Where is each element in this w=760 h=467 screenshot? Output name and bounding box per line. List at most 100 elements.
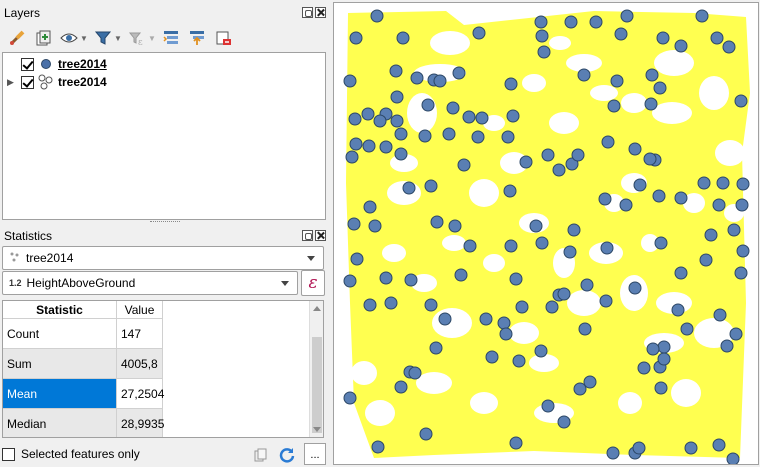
layer-row[interactable]: ▶ tree2014 — [3, 73, 107, 91]
float-panel-button[interactable] — [302, 7, 313, 18]
no-data-gap — [509, 322, 539, 344]
collapse-all-icon[interactable] — [186, 27, 208, 49]
tree-point — [361, 107, 375, 121]
tree-point — [656, 31, 670, 45]
chevron-down-icon[interactable]: ▼ — [80, 33, 88, 43]
no-data-gap — [416, 372, 452, 394]
layer-name[interactable]: tree2014 — [58, 57, 107, 71]
remove-layer-icon[interactable] — [212, 27, 234, 49]
tree-point — [362, 139, 376, 153]
value-cell: 4005,8 — [117, 349, 163, 379]
tree-point — [720, 339, 734, 353]
tree-point — [614, 27, 628, 41]
no-data-gap — [469, 179, 499, 207]
tree-point — [674, 191, 688, 205]
point-cluster-icon — [38, 74, 54, 90]
tree-point — [573, 382, 587, 396]
tree-point — [606, 446, 620, 460]
table-header: Statistic Value — [3, 301, 163, 319]
tree-point — [646, 342, 660, 356]
no-data-gap — [382, 244, 406, 262]
close-panel-button[interactable] — [315, 230, 326, 241]
no-data-gap — [432, 308, 472, 338]
vertical-scrollbar[interactable] — [309, 301, 323, 437]
filter-funnel-icon[interactable] — [92, 27, 114, 49]
eye-visibility-icon[interactable] — [58, 27, 80, 49]
more-options-button[interactable]: ... — [304, 443, 326, 465]
tree-point — [727, 223, 741, 237]
map-canvas[interactable] — [333, 2, 759, 465]
layer-visibility-checkbox[interactable] — [21, 75, 34, 89]
tree-point — [712, 198, 726, 212]
tree-point — [680, 322, 694, 336]
tree-point — [419, 427, 433, 441]
selected-features-label[interactable]: Selected features only — [21, 447, 140, 461]
table-row[interactable]: Median 28,9935 — [3, 409, 164, 437]
chevron-down-icon[interactable] — [281, 281, 289, 286]
layer-name[interactable]: tree2014 — [58, 75, 107, 89]
tree-point — [734, 94, 748, 108]
tree-point — [349, 137, 363, 151]
copy-icon[interactable] — [252, 446, 270, 464]
tree-point — [637, 361, 651, 375]
expression-filter-icon[interactable]: ε — [126, 27, 148, 49]
no-data-gap — [411, 274, 437, 292]
tree-point — [552, 163, 566, 177]
statistic-cell: Mean — [3, 379, 117, 409]
chevron-down-icon[interactable] — [307, 256, 315, 261]
tree-point — [504, 77, 518, 91]
layer-visibility-checkbox[interactable] — [21, 57, 34, 71]
expression-button[interactable]: ε — [301, 270, 325, 296]
column-header-value[interactable]: Value — [117, 301, 163, 319]
layers-panel-title: Layers — [0, 2, 330, 24]
close-panel-button[interactable] — [315, 7, 326, 18]
tree-point — [512, 354, 526, 368]
tree-point — [396, 31, 410, 45]
scroll-thumb[interactable] — [312, 337, 322, 433]
scroll-up-icon[interactable] — [313, 306, 321, 311]
table-row-selected[interactable]: Mean 27,2504 — [3, 379, 164, 409]
statistics-table: Statistic Value Count 147 Sum 4005,8 Mea… — [2, 300, 324, 438]
tree-point — [674, 266, 688, 280]
tree-point — [345, 150, 359, 164]
no-data-gap — [566, 54, 602, 72]
tree-point — [601, 135, 615, 149]
tree-point — [578, 322, 592, 336]
table-row[interactable]: Sum 4005,8 — [3, 349, 163, 379]
tree-point — [534, 15, 548, 29]
expand-all-icon[interactable] — [160, 27, 182, 49]
tree-point — [541, 399, 555, 413]
tree-point — [424, 179, 438, 193]
selected-features-checkbox[interactable] — [2, 447, 15, 461]
tree-point — [442, 127, 456, 141]
layer-select[interactable]: tree2014 — [2, 246, 324, 270]
scroll-down-icon[interactable] — [313, 427, 321, 432]
svg-text:ε: ε — [138, 38, 143, 47]
no-data-gap — [549, 36, 571, 50]
column-header-statistic[interactable]: Statistic — [3, 301, 117, 319]
tree-point — [534, 344, 548, 358]
tree-point — [408, 366, 422, 380]
tree-point — [564, 15, 578, 29]
chevron-down-icon[interactable]: ▼ — [148, 33, 156, 43]
tree-point — [389, 64, 403, 78]
add-group-icon[interactable] — [32, 27, 54, 49]
float-panel-button[interactable] — [302, 230, 313, 241]
statistics-title-text: Statistics — [4, 229, 53, 243]
style-brush-icon[interactable] — [6, 27, 28, 49]
refresh-icon[interactable] — [278, 446, 296, 464]
tree-point — [463, 239, 477, 253]
field-select[interactable]: 1.2 HeightAboveGround — [2, 271, 298, 295]
table-row[interactable]: Count 147 — [3, 319, 163, 349]
tree-point — [710, 31, 724, 45]
chevron-down-icon[interactable]: ▼ — [114, 33, 122, 43]
tree-point — [565, 157, 579, 171]
tree-point — [653, 81, 667, 95]
tree-point — [567, 223, 581, 237]
tree-point — [418, 129, 432, 143]
tree-point — [734, 266, 748, 280]
chevron-right-icon[interactable]: ▶ — [7, 76, 14, 87]
layer-row[interactable]: tree2014 — [3, 55, 107, 73]
panel-splitter[interactable] — [150, 221, 180, 224]
no-data-gap — [699, 76, 729, 110]
